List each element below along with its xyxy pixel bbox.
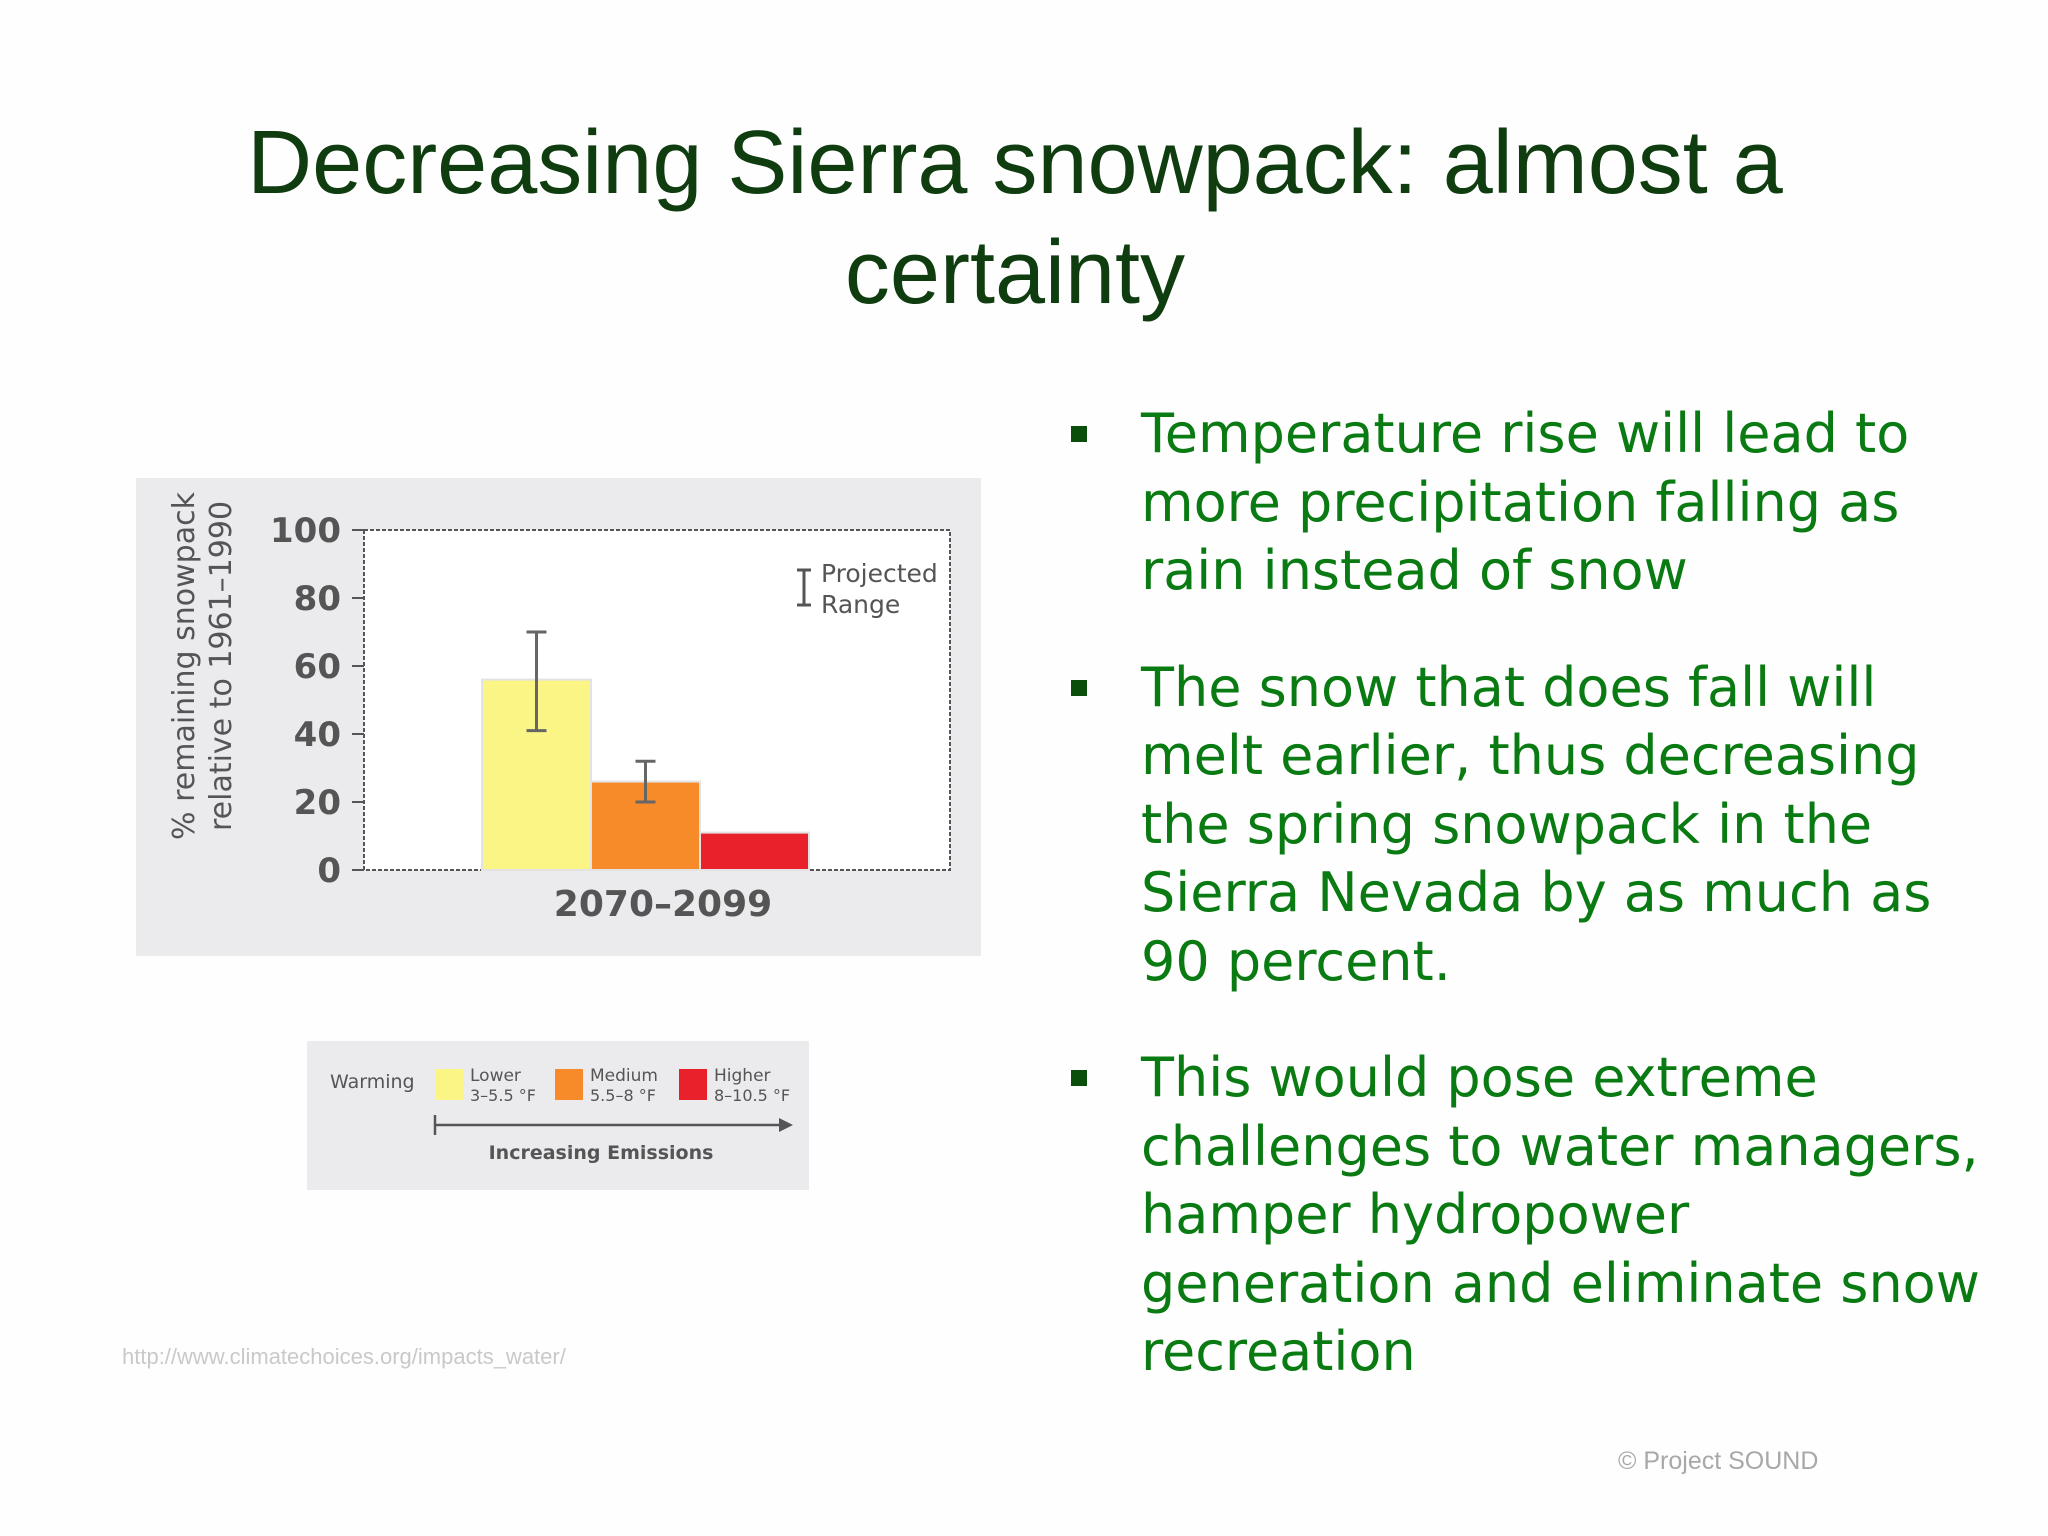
y-tick-label: 40 (294, 715, 341, 755)
bullet-text: Temperature rise will lead to more preci… (1141, 402, 1910, 602)
legend-lower-range: 3–5.5 °F (470, 1086, 536, 1105)
copyright-notice: © Project SOUND (1618, 1447, 1819, 1475)
legend-swatch-lower (435, 1069, 463, 1100)
emissions-label: Increasing Emissions (489, 1142, 714, 1164)
arrow-head-icon (779, 1118, 793, 1132)
range-legend-line-2: Range (821, 590, 900, 619)
x-category-label: 2070–2099 (554, 884, 772, 925)
bullet-item: The snow that does fall will melt earlie… (1065, 654, 1985, 997)
y-axis-title-line-1: % remaining snowpack (167, 491, 202, 840)
legend-medium-range: 5.5–8 °F (590, 1086, 656, 1105)
y-axis-title-line-2: relative to 1961–1990 (204, 501, 239, 831)
bullet-list: Temperature rise will lead to more preci… (1065, 400, 1985, 1435)
projected-range-legend: Projected Range (797, 559, 938, 619)
y-axis-ticks: 0 20 40 60 80 100 (270, 511, 364, 891)
bullet-item: Temperature rise will lead to more preci… (1065, 400, 1985, 606)
legend-svg: Warming Lower 3–5.5 °F Medium 5.5–8 °F H… (330, 1066, 793, 1164)
snowpack-chart: % remaining snowpack relative to 1961–19… (136, 478, 981, 956)
error-bars (526, 630, 656, 804)
square-bullet-icon (1071, 426, 1087, 442)
y-axis-title: % remaining snowpack relative to 1961–19… (167, 491, 239, 840)
legend-higher-name: Higher (714, 1066, 771, 1086)
legend-higher-range: 8–10.5 °F (714, 1086, 790, 1105)
legend-lower-name: Lower (470, 1066, 521, 1086)
y-tick-label: 60 (294, 647, 341, 687)
chart-svg: % remaining snowpack relative to 1961–19… (167, 491, 951, 925)
bullet-text: This would pose extreme challenges to wa… (1141, 1046, 1980, 1383)
legend-swatch-medium (555, 1069, 583, 1100)
bar-higher (699, 831, 810, 872)
range-legend-line-1: Projected (821, 559, 938, 588)
emissions-arrow (433, 1115, 793, 1135)
square-bullet-icon (1071, 679, 1087, 696)
warming-legend: Warming Lower 3–5.5 °F Medium 5.5–8 °F H… (307, 1041, 809, 1190)
bullet-item: This would pose extreme challenges to wa… (1065, 1044, 1985, 1387)
slide-title: Decreasing Sierra snowpack: almost a cer… (247, 113, 1783, 323)
legend-swatch-higher (679, 1069, 707, 1100)
warming-label: Warming (330, 1071, 415, 1093)
y-tick-label: 20 (294, 783, 341, 823)
square-bullet-icon (1071, 1070, 1087, 1086)
y-tick-label: 80 (294, 579, 341, 619)
legend-medium-name: Medium (590, 1066, 658, 1086)
y-tick-label: 0 (317, 851, 341, 891)
y-tick-label: 100 (270, 511, 341, 551)
source-url: http://www.climatechoices.org/impacts_wa… (122, 1344, 566, 1369)
bullet-text: The snow that does fall will melt earlie… (1141, 655, 1932, 993)
